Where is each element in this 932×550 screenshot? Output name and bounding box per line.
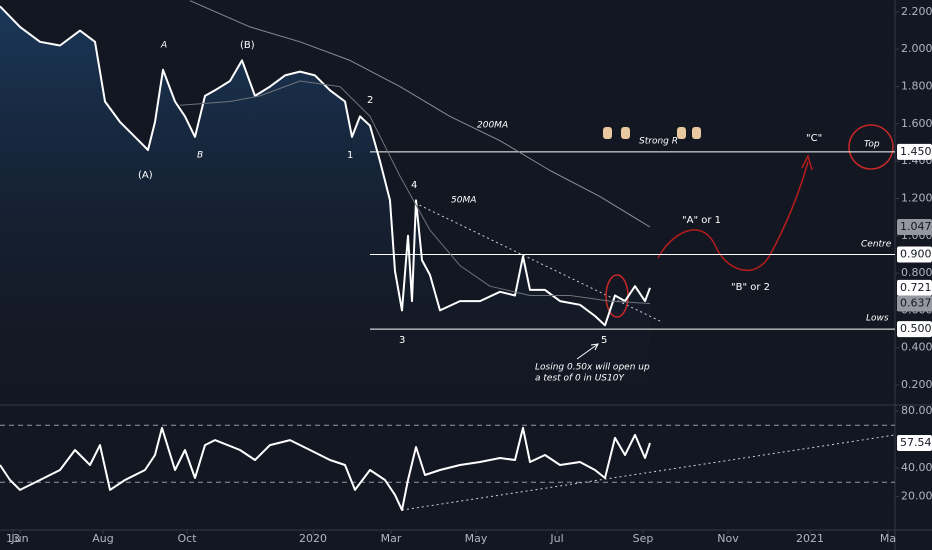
annotation: A xyxy=(160,41,167,51)
value-tag xyxy=(897,434,932,451)
price-tag-label: 0.721 xyxy=(900,281,932,294)
series-line xyxy=(0,5,651,327)
moving-average-line xyxy=(189,0,651,228)
x-tick-label: Jul xyxy=(549,532,563,545)
price-tag xyxy=(897,295,932,312)
price-tag-label: 0.900 xyxy=(900,247,932,260)
rsi-trendline xyxy=(401,434,896,511)
projection-arrow xyxy=(801,153,813,171)
price-tag-label: 0.500 xyxy=(900,322,932,335)
x-tick-label: Mar xyxy=(381,532,402,545)
annotation: "B" or 2 xyxy=(731,282,770,293)
y-tick-label: 2.200 xyxy=(901,5,932,18)
x-tick-label: Oct xyxy=(177,532,197,545)
price-tag-label: 0.637 xyxy=(900,297,932,310)
y-tick-label: 40.00 xyxy=(901,461,932,474)
annotation: 4 xyxy=(411,180,417,191)
x-tick-label: Aug xyxy=(92,532,113,545)
x-tick-label: 2021 xyxy=(796,532,824,545)
series-line xyxy=(0,426,651,511)
x-tick-label: Jun xyxy=(10,532,28,545)
y-tick-label: 80.00 xyxy=(901,404,932,417)
x-tick-label: May xyxy=(465,532,488,545)
note-arrow-head xyxy=(590,343,599,351)
series-label: 200MA xyxy=(477,121,508,131)
y-tick-label: 0.200 xyxy=(901,378,932,391)
annotation: "C" xyxy=(806,133,822,144)
price-tag-label: 1.450 xyxy=(900,145,932,158)
x-tick-label: Sep xyxy=(633,532,654,545)
price-tag xyxy=(897,219,932,236)
y-tick-label: 2.000 xyxy=(901,42,932,55)
price-tag xyxy=(897,321,932,338)
y-tick-label: 1.200 xyxy=(901,191,932,204)
annotation: Losing 0.50x will open up xyxy=(535,363,650,373)
x-tick-label: Ma xyxy=(880,532,896,545)
annotation: B xyxy=(197,151,203,161)
y-tick-label: 1.600 xyxy=(901,117,932,130)
price-tag-label: 1.047 xyxy=(900,220,932,233)
series-label: 50MA xyxy=(451,196,476,206)
note-arrow xyxy=(576,343,599,360)
x-tick-label: 13 xyxy=(6,532,20,545)
annotation: Top xyxy=(864,140,880,150)
x-tick-label: 2020 xyxy=(299,532,327,545)
annotation: Strong R xyxy=(639,137,678,147)
price-tag xyxy=(897,246,932,263)
y-tick-label: 20.00 xyxy=(901,490,932,503)
highlight-circle xyxy=(848,124,894,170)
annotation: (B) xyxy=(240,40,255,51)
annotation: 5 xyxy=(601,335,607,346)
annotation: "A" or 1 xyxy=(682,215,721,226)
price-area xyxy=(0,6,650,406)
annotation: 3 xyxy=(399,335,405,346)
annotation: Centre xyxy=(861,240,892,250)
annotation: Lows xyxy=(866,314,889,324)
y-tick-label: 0.400 xyxy=(901,341,932,354)
annotation: (A) xyxy=(138,170,153,181)
annotation: 1 xyxy=(347,150,353,161)
annotation: a test of 0 in US10Y xyxy=(535,374,625,384)
y-tick-label: 0.800 xyxy=(901,266,932,279)
moving-average-line xyxy=(179,80,651,304)
projection-path xyxy=(657,161,809,272)
value-tag-label: 57.54 xyxy=(900,436,932,449)
annotation: 2 xyxy=(367,95,373,106)
y-tick-label: 1.800 xyxy=(901,80,932,93)
hand-icons xyxy=(603,127,701,139)
trendline xyxy=(414,202,663,323)
price-tag xyxy=(897,143,932,160)
price-tag xyxy=(897,279,932,296)
x-tick-label: Nov xyxy=(717,532,739,545)
